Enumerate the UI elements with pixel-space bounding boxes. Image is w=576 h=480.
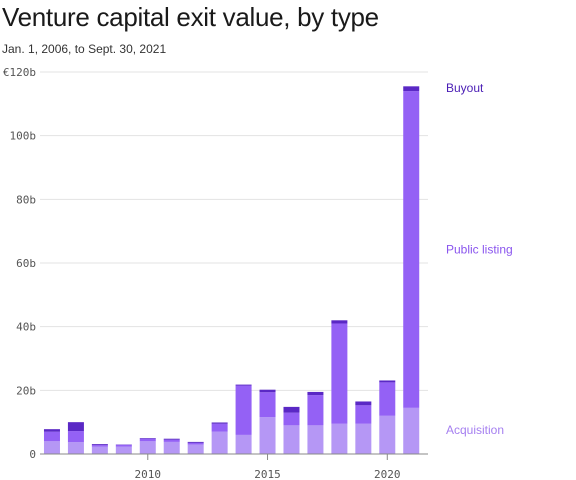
bar-segment-buyout [163, 438, 180, 440]
bar-segment-public-listing [43, 431, 60, 442]
series-label-acquisition: Acquisition [446, 423, 504, 437]
bar-segment-buyout [91, 444, 108, 446]
bar-segment-acquisition [379, 415, 396, 454]
bar-segment-public-listing [115, 444, 132, 447]
bar-segment-public-listing [163, 439, 180, 442]
y-tick-label: 100b [10, 130, 37, 143]
axes: 0 20b 40b 60b 80b 100b €120b 2010 2015 2020 [3, 66, 428, 480]
bar-segment-buyout [355, 401, 372, 406]
bar-segment-acquisition [259, 417, 276, 454]
bar-segment-buyout [211, 422, 228, 424]
bar-segment-public-listing [283, 412, 300, 426]
y-tick-label: 40b [16, 321, 36, 334]
bar-segment-buyout [67, 422, 84, 432]
bar-segment-buyout [235, 384, 252, 386]
bar-segment-public-listing [139, 438, 156, 442]
bar-segment-acquisition [115, 446, 132, 454]
x-tick-label: 2015 [254, 468, 281, 480]
bar-segment-buyout [259, 389, 276, 393]
bar-segment-acquisition [67, 442, 84, 454]
series-label-buyout: Buyout [446, 81, 484, 95]
bar-segment-buyout [43, 429, 60, 432]
bar-segment-acquisition [43, 441, 60, 454]
bar-segment-public-listing [211, 423, 228, 432]
bar-segment-acquisition [307, 425, 324, 454]
bar-segment-buyout [331, 320, 348, 324]
bar-segment-acquisition [235, 434, 252, 454]
bar-segment-acquisition [355, 423, 372, 454]
y-tick-label: 0 [29, 448, 36, 461]
y-tick-label: 60b [16, 257, 36, 270]
gridlines [40, 71, 428, 391]
bar-segment-buyout [403, 86, 420, 92]
bar-segment-public-listing [259, 392, 276, 418]
x-tick-label: 2010 [135, 468, 162, 480]
chart-subtitle: Jan. 1, 2006, to Sept. 30, 2021 [2, 42, 167, 56]
y-tick-label: €120b [3, 66, 36, 79]
bar-segment-buyout [307, 391, 324, 396]
bars [43, 86, 420, 454]
bar-segment-buyout [283, 406, 300, 413]
y-tick-label: 20b [16, 384, 36, 397]
series-label-public-listing: Public listing [446, 242, 513, 256]
bar-segment-acquisition [403, 407, 420, 454]
bar-segment-acquisition [211, 431, 228, 454]
bar-segment-public-listing [67, 431, 84, 443]
bar-segment-public-listing [355, 405, 372, 424]
bar-segment-public-listing [91, 445, 108, 447]
bar-segment-acquisition [163, 441, 180, 454]
bar-segment-public-listing [187, 442, 204, 445]
bar-segment-public-listing [379, 382, 396, 416]
bar-segment-acquisition [139, 441, 156, 454]
bar-segment-public-listing [331, 323, 348, 424]
bar-segment-public-listing [307, 395, 324, 426]
bar-segment-acquisition [187, 444, 204, 454]
bar-segment-buyout [139, 438, 156, 439]
chart-title: Venture capital exit value, by type [2, 2, 379, 32]
bar-segment-acquisition [91, 446, 108, 454]
bar-segment-buyout [379, 380, 396, 383]
bar-segment-acquisition [331, 423, 348, 454]
series-labels: Acquisition Public listing Buyout [446, 81, 513, 437]
bar-segment-buyout [187, 441, 204, 443]
bar-segment-acquisition [283, 425, 300, 454]
bar-segment-public-listing [403, 91, 420, 408]
y-tick-label: 80b [16, 193, 36, 206]
bar-segment-public-listing [235, 385, 252, 435]
x-tick-label: 2020 [374, 468, 401, 480]
